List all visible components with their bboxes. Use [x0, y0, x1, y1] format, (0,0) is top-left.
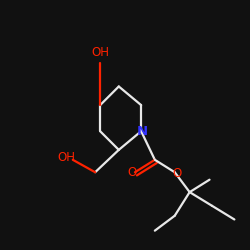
Text: OH: OH — [58, 151, 76, 164]
Text: OH: OH — [91, 46, 109, 60]
Text: N: N — [137, 125, 148, 138]
Text: O: O — [127, 166, 136, 179]
Text: O: O — [172, 167, 182, 180]
